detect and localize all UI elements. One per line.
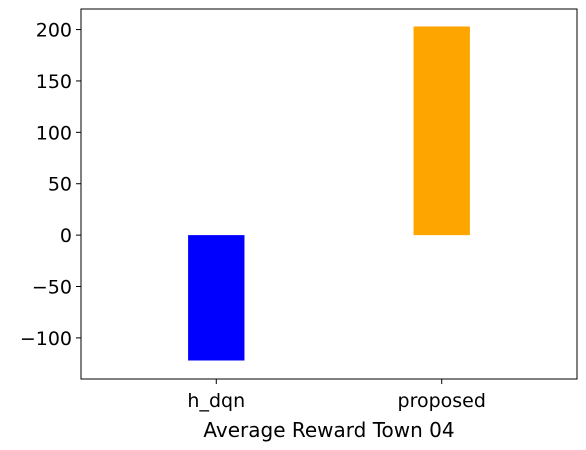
y-tick-label: 50 [48, 174, 72, 196]
y-tick-label: 150 [36, 71, 72, 93]
x-axis-label: Average Reward Town 04 [203, 418, 454, 442]
y-tick-label: −100 [20, 328, 72, 350]
bar-proposed [413, 26, 470, 236]
y-axis-ticks: −100 −50 0 50 100 150 200 [20, 20, 81, 350]
y-tick-label: 0 [60, 225, 72, 247]
bar-group [188, 26, 470, 361]
y-tick-label: 200 [36, 20, 72, 42]
x-tick-label: h_dqn [187, 390, 245, 412]
x-axis-ticks: h_dqn proposed [187, 379, 486, 412]
plot-frame [80, 8, 578, 380]
x-tick-label: proposed [398, 390, 486, 412]
y-tick-label: 100 [36, 122, 72, 144]
bar-h_dqn [188, 235, 245, 361]
y-tick-label: −50 [32, 277, 72, 299]
